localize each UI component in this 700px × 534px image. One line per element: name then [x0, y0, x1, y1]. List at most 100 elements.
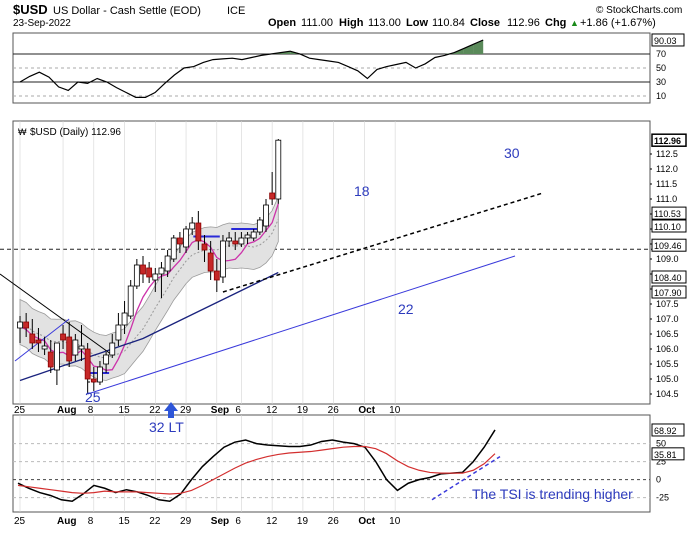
open-label: Open — [268, 17, 296, 29]
short-moving-average — [19, 203, 279, 371]
candle-body — [90, 378, 97, 383]
rsi-value-label: 90.03 — [654, 36, 677, 46]
rsi-value-tag — [651, 33, 685, 47]
price-x-label: Aug — [57, 405, 76, 416]
candle-body — [226, 237, 233, 242]
candle-body — [72, 339, 79, 356]
tsi-tick-label: 0 — [656, 475, 661, 485]
low-value: 110.84 — [432, 17, 465, 29]
tsi-x-label: 15 — [119, 516, 131, 527]
candle-body — [238, 237, 245, 245]
price-tick-label: 107.0 — [656, 314, 679, 324]
price-value-label: 112.96 — [654, 136, 681, 146]
tsi-line — [17, 429, 496, 503]
candle-body — [97, 366, 103, 383]
price-panel-frame — [12, 120, 651, 405]
rsi-tick-label: 30 — [656, 77, 666, 87]
early-channel-line — [14, 318, 70, 362]
candle-body — [244, 234, 251, 239]
candle-body — [66, 336, 73, 362]
long-term-uptrend-line — [87, 255, 516, 395]
candle-body — [269, 192, 276, 200]
close-value: 112.96 — [507, 17, 540, 29]
chart-symbol: $USD — [13, 2, 48, 17]
tsi-x-label: 10 — [389, 516, 401, 527]
price-tick-label: 112.5 — [656, 149, 678, 159]
tsi-x-label: 25 — [14, 516, 26, 527]
tsi-note: The TSI is trending higher — [472, 486, 633, 502]
tsi-value-tag — [651, 423, 685, 437]
tsi-tick-label: -25 — [656, 493, 669, 503]
candle-body — [127, 285, 134, 317]
candle-body — [103, 354, 109, 365]
tsi-x-label: 6 — [235, 516, 241, 527]
tsi-x-label: 12 — [266, 516, 278, 527]
price-x-label: 22 — [149, 405, 161, 416]
annotation-22: 22 — [398, 301, 414, 317]
chart-description: US Dollar - Cash Settle (EOD) — [53, 5, 201, 17]
price-x-label: 29 — [180, 405, 192, 416]
tsi-x-label: Aug — [57, 516, 76, 527]
candle-body — [220, 240, 226, 278]
open-value: 111.00 — [301, 17, 333, 29]
chg-value: +1.86 (+1.67%) — [580, 17, 656, 29]
tsi-x-label: 22 — [149, 516, 161, 527]
price-x-label: 6 — [235, 405, 241, 416]
candle-body — [17, 321, 23, 329]
price-tick-label: 111.0 — [656, 194, 677, 204]
chart-date: 23-Sep-2022 — [13, 18, 71, 29]
price-tick-label: 106.0 — [656, 344, 679, 354]
tsi-x-label: 29 — [180, 516, 192, 527]
candle-body — [133, 264, 140, 287]
candle-body — [189, 222, 196, 230]
tsi-x-label: 8 — [88, 516, 94, 527]
candle-body — [140, 264, 146, 275]
candle-body — [263, 204, 269, 227]
tsi-x-label: Oct — [358, 516, 375, 527]
price-x-label: 12 — [266, 405, 278, 416]
tsi-x-label: 19 — [297, 516, 309, 527]
tsi-value-label: 35.81 — [654, 450, 677, 460]
candle-body — [47, 351, 54, 368]
annotation-30: 30 — [504, 145, 520, 161]
high-value: 113.00 — [368, 17, 401, 29]
price-tick-label: 111.5 — [656, 179, 677, 189]
price-tick-label: 105.0 — [656, 374, 679, 384]
tsi-value-tag — [651, 447, 685, 461]
chart-exchange: ICE — [227, 5, 245, 17]
candle-body — [115, 324, 122, 341]
candle-body — [170, 237, 177, 260]
candle-body — [35, 339, 42, 344]
candle-body — [54, 342, 60, 371]
candle-body — [207, 252, 214, 272]
price-value-tag — [651, 219, 687, 233]
high-label: High — [339, 17, 364, 29]
low-label: Low — [406, 17, 428, 29]
candle-body — [275, 139, 282, 200]
candle-body — [183, 228, 189, 248]
price-value-tag — [651, 238, 687, 252]
price-tick-label: 106.5 — [656, 329, 679, 339]
candle-body — [109, 342, 116, 356]
candle-body — [84, 348, 91, 380]
price-value-label: 107.90 — [654, 288, 682, 298]
price-tick-label: 109.0 — [656, 254, 679, 264]
tsi-panel-frame — [12, 414, 651, 513]
price-x-label: Oct — [358, 405, 375, 416]
chg-label: Chg — [545, 17, 566, 29]
chart-credit: © StockCharts.com — [596, 5, 682, 16]
candle-body — [121, 312, 128, 326]
candle-body — [146, 267, 153, 278]
tsi-tick-label: 25 — [656, 457, 666, 467]
price-value-tag — [651, 285, 687, 299]
price-value-label: 108.40 — [654, 273, 682, 283]
price-x-label: 15 — [119, 405, 131, 416]
chg-up-icon: ▲ — [570, 18, 579, 28]
candle-body — [164, 255, 171, 272]
annotation-18: 18 — [354, 183, 370, 199]
candle-body — [213, 270, 220, 281]
candle-body — [78, 345, 85, 350]
close-label: Close — [470, 17, 500, 29]
rsi-tick-label: 70 — [656, 49, 666, 59]
